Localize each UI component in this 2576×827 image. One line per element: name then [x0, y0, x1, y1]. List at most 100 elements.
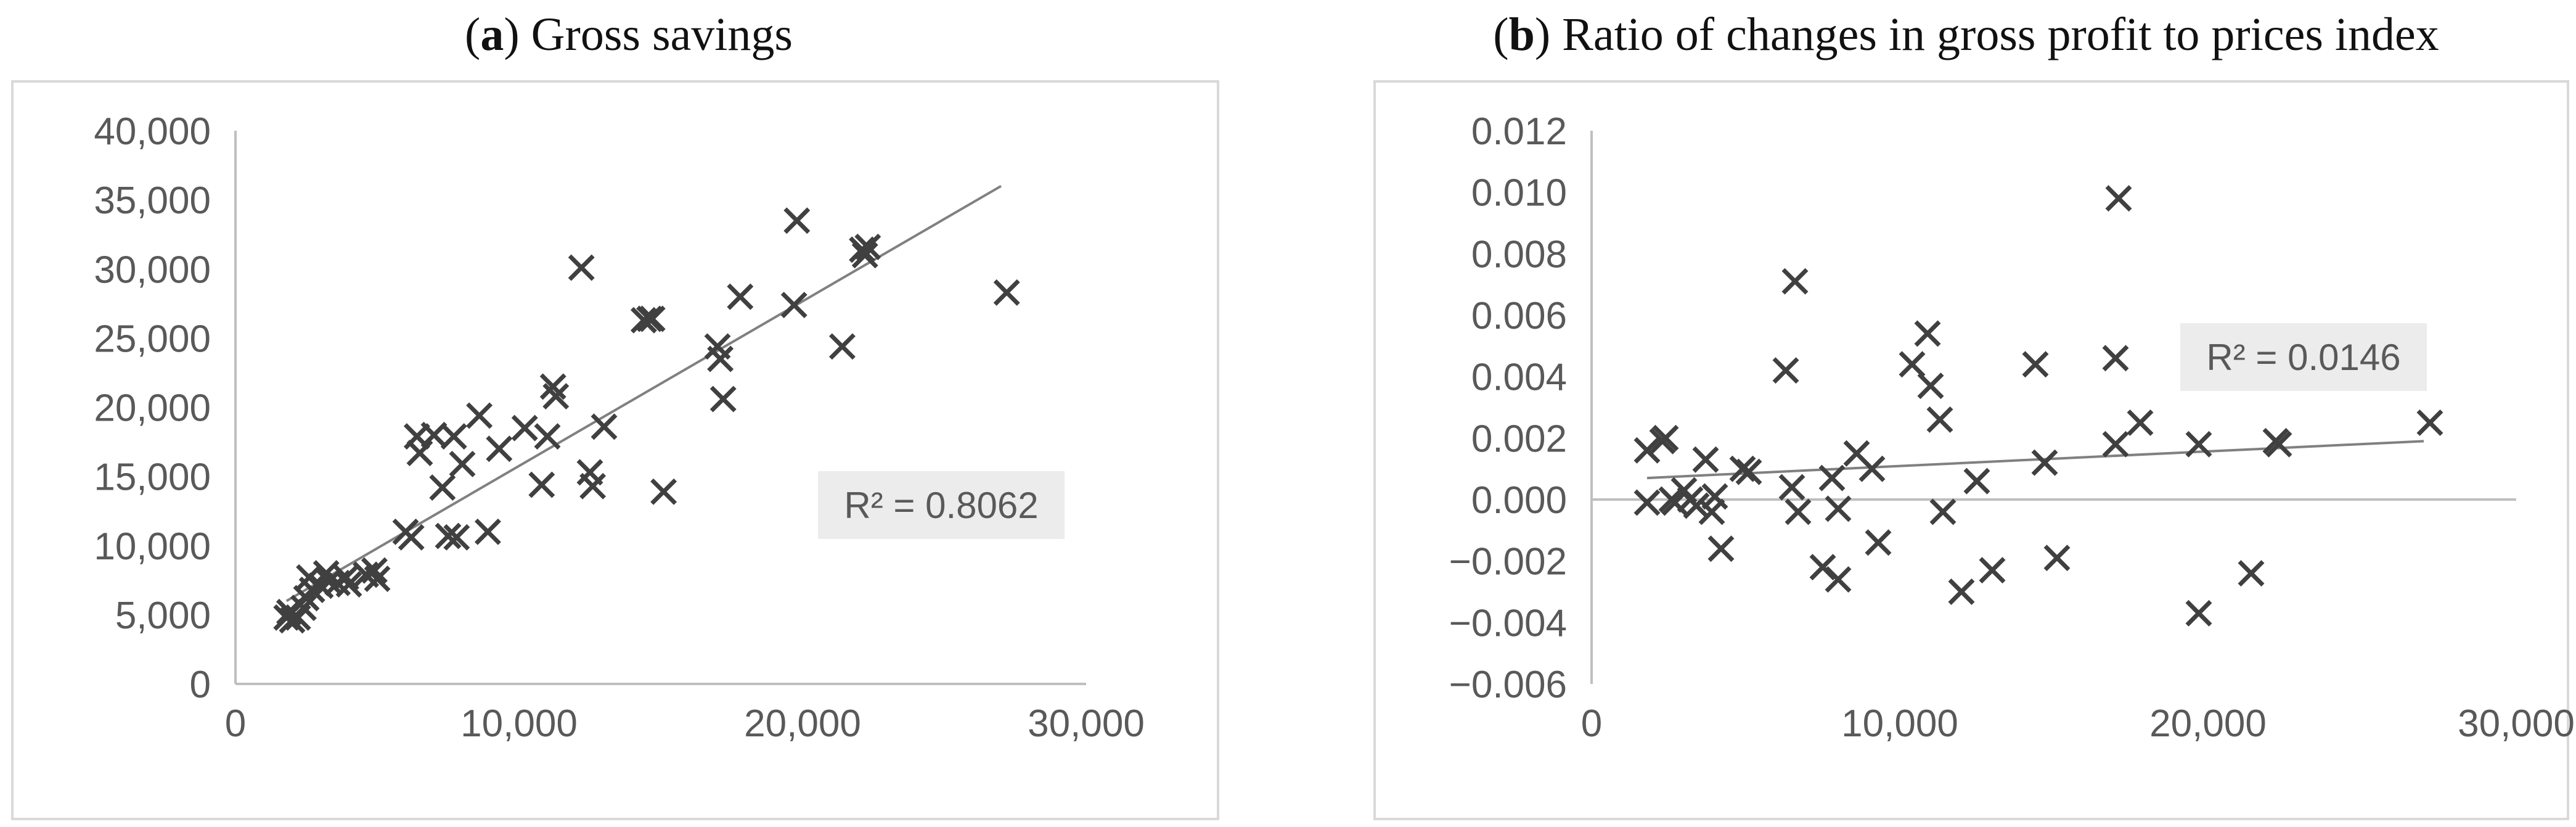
- panel-a-data-point: [579, 472, 607, 500]
- panel-a-data-point: [727, 283, 754, 310]
- panel-a-title-text: Gross savings: [531, 9, 793, 60]
- panel-b-trendline: [1646, 440, 2424, 480]
- panel-b-y-tick-label: −0.002: [1449, 541, 1567, 583]
- panel-b-data-point: [1963, 467, 1990, 495]
- panel-b-data-point: [1926, 406, 1953, 433]
- panel-a-data-point: [364, 566, 391, 593]
- panel-b-r-squared-label: R² = 0.0146: [2206, 337, 2400, 378]
- panel-b-x-tick-label: 10,000: [1841, 702, 1958, 745]
- panel-a-data-point: [828, 333, 856, 360]
- panel-a-data-point: [435, 522, 462, 549]
- panel-b-y-tick-label: 0.012: [1471, 110, 1567, 153]
- panel-a-data-point: [709, 385, 737, 413]
- panel-b-data-point: [1772, 357, 1799, 384]
- panel-b-data-point: [1683, 492, 1710, 519]
- panel-b-data-point: [2185, 599, 2212, 627]
- panel-a-data-point: [290, 595, 317, 622]
- panel-b-y-tick-label: 0.000: [1471, 479, 1567, 522]
- panel-a-data-point: [398, 524, 425, 551]
- panel-a-data-point: [466, 402, 493, 429]
- panel-a-y-tick-label: 35,000: [94, 179, 211, 222]
- panel-b-x-tick-label: 20,000: [2149, 702, 2267, 745]
- panel-b-data-point: [1948, 578, 1975, 605]
- panel-b-data-point: [2185, 430, 2212, 458]
- panel-a-data-point: [639, 305, 666, 332]
- panel-a-y-tick-label: 15,000: [94, 456, 211, 499]
- panel-b-data-point: [1818, 464, 1846, 492]
- panel-a-data-point: [534, 423, 561, 450]
- panel-b-data-point: [1735, 458, 1762, 485]
- panel-a-data-point: [591, 413, 618, 440]
- panel-b-data-point: [2265, 430, 2292, 458]
- panel-b-data-point: [2102, 430, 2129, 458]
- panel-b-data-point: [1634, 437, 1661, 464]
- panel-b-data-point: [1729, 455, 1756, 482]
- panel-a-x-tick-label: 30,000: [1028, 702, 1145, 745]
- panel-a-data-point: [361, 557, 388, 584]
- panel-b-y-tick-label: −0.004: [1449, 602, 1567, 644]
- panel-a-data-point: [539, 373, 566, 400]
- panel-b-data-point: [1634, 489, 1661, 516]
- panel-a-data-point: [542, 383, 570, 410]
- panel-b-data-point: [1692, 446, 1719, 473]
- panel-b-title: (b) Ratio of changes in gross profit to …: [1493, 9, 2439, 60]
- panel-b-data-point: [2102, 345, 2129, 372]
- panel-a-label: a: [480, 9, 504, 60]
- panel-b-x-tick-label: 0: [1581, 702, 1602, 745]
- panel-a-y-tick-label: 40,000: [94, 110, 211, 153]
- panel-a-data-point: [650, 478, 677, 505]
- panel-a-data-point: [443, 524, 470, 551]
- panel-b-y-tick-label: 0.006: [1471, 295, 1567, 337]
- panel-b-data-point: [2031, 449, 2058, 476]
- panel-b-data-point: [1652, 424, 1679, 451]
- panel-b-y-tick-label: 0.010: [1471, 172, 1567, 215]
- panel-b-data-point: [2127, 409, 2154, 436]
- panel-a-data-point: [780, 292, 808, 319]
- panel-b-data-point: [1707, 535, 1735, 562]
- panel-b-data-point: [1917, 372, 1944, 400]
- panel-a-r-squared-box: [818, 471, 1065, 539]
- panel-a-data-point: [429, 474, 456, 501]
- panel-a-title: (a) Gross savings: [465, 9, 793, 60]
- panel-b-data-point: [2416, 409, 2443, 436]
- panel-b-label: b: [1508, 9, 1535, 60]
- panel-a-data-point: [449, 450, 476, 477]
- panel-b-data-point: [2022, 351, 2049, 378]
- panel-b-data-point: [1825, 495, 1852, 522]
- panel-b-data-point: [1825, 566, 1852, 593]
- panel-b-y-tick-label: −0.006: [1449, 664, 1567, 706]
- panel-b-y-tick-label: 0.002: [1471, 418, 1567, 460]
- panel-a-chart-frame: 0 5,000 10,000 15,000 20,000 25,000 30,000 35,0…: [11, 80, 1219, 820]
- panel-a-data-point: [993, 279, 1020, 306]
- panel-a-data-point: [335, 571, 362, 598]
- panel-b-data-point: [1809, 554, 1836, 581]
- panel-b-title-text: Ratio of changes in gross profit to pric…: [1562, 9, 2439, 60]
- panel-b-data-point: [2105, 185, 2132, 212]
- panel-a: (a) Gross savings 0 5,000 10,000 15,000 20,0…: [0, 0, 1257, 827]
- panel-a-x-tick-label: 20,000: [744, 702, 861, 745]
- panel-b-data-point: [1865, 529, 1892, 556]
- panel-a-data-point: [854, 233, 881, 260]
- panel-a-y-tick-label: 5,000: [115, 595, 211, 637]
- panel-a-x-tick-label: 10,000: [460, 702, 578, 745]
- panel-b-data-point: [1899, 351, 1926, 378]
- panel-b-x-tick-label: 30,000: [2458, 702, 2575, 745]
- panel-b: (b) Ratio of changes in gross profit to …: [1356, 0, 2576, 827]
- panel-a-data-point: [511, 414, 538, 442]
- panel-b-data-point: [1785, 498, 1812, 525]
- panel-a-data-point: [528, 471, 555, 498]
- panel-a-data-point: [486, 435, 513, 463]
- panel-b-y-tick-label: 0.008: [1471, 233, 1567, 276]
- panel-b-data-point: [2238, 560, 2265, 587]
- panel-b-r-squared-box: [2180, 323, 2427, 391]
- panel-a-data-point: [707, 345, 734, 372]
- panel-a-scatter-plot: 0 5,000 10,000 15,000 20,000 25,000 30,000 35,0…: [94, 110, 1145, 745]
- panel-a-y-tick-label: 0: [190, 664, 211, 706]
- panel-a-data-point: [783, 207, 811, 234]
- panel-b-data-point: [1929, 498, 1957, 525]
- panel-a-r-squared-label: R² = 0.8062: [844, 485, 1038, 526]
- panel-b-data-point: [1781, 268, 1809, 295]
- panel-b-data-point: [1914, 320, 1941, 347]
- panel-a-data-point: [440, 423, 467, 450]
- panel-a-y-tick-label: 20,000: [94, 387, 211, 430]
